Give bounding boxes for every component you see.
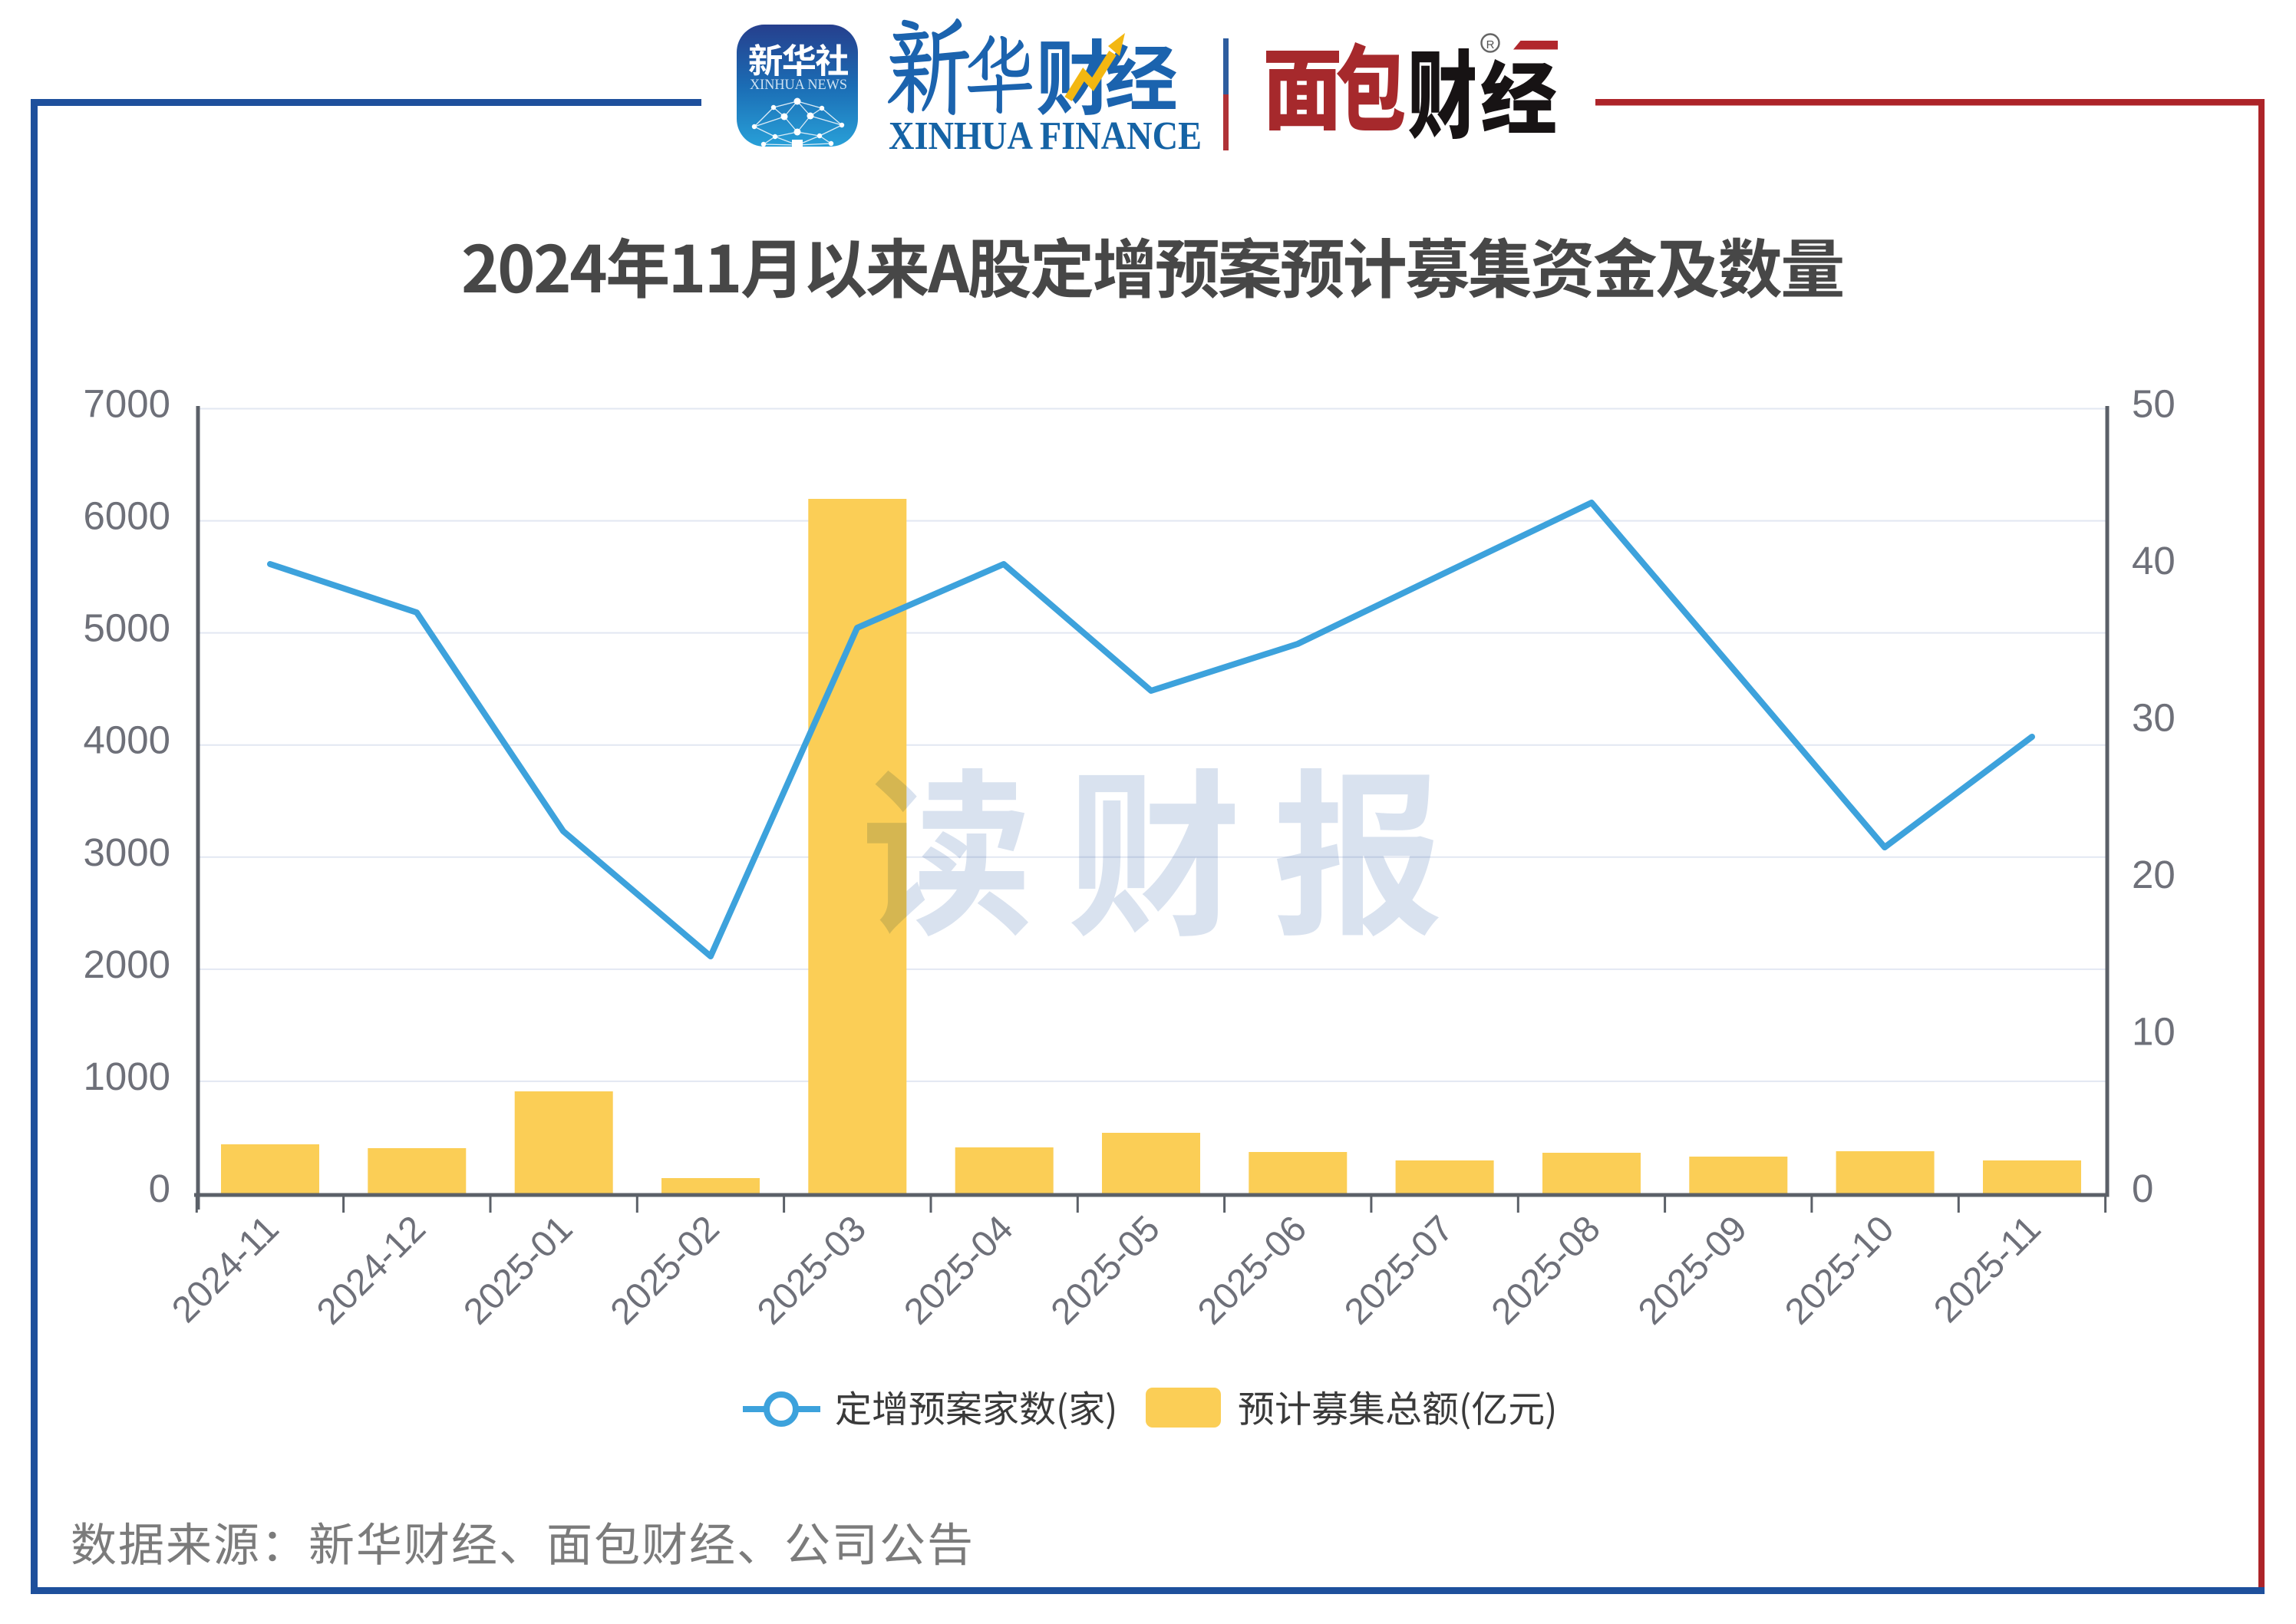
svg-text:1000: 1000 (84, 1055, 170, 1098)
svg-text:6000: 6000 (84, 494, 170, 538)
svg-text:40: 40 (2132, 539, 2176, 583)
svg-text:20: 20 (2132, 853, 2176, 896)
svg-text:0: 0 (149, 1167, 170, 1210)
svg-text:4000: 4000 (84, 718, 170, 762)
svg-text:7000: 7000 (84, 382, 170, 426)
svg-text:R: R (1486, 38, 1495, 51)
svg-text:30: 30 (2132, 696, 2176, 740)
svg-text:50: 50 (2132, 382, 2176, 426)
svg-text:2000: 2000 (84, 942, 170, 986)
svg-text:0: 0 (2132, 1167, 2153, 1210)
svg-text:10: 10 (2132, 1010, 2176, 1054)
svg-text:3000: 3000 (84, 830, 170, 874)
svg-text:XINHUA NEWS: XINHUA NEWS (750, 78, 847, 93)
svg-text:XINHUA FINANCE: XINHUA FINANCE (889, 114, 1202, 158)
svg-text:5000: 5000 (84, 606, 170, 650)
